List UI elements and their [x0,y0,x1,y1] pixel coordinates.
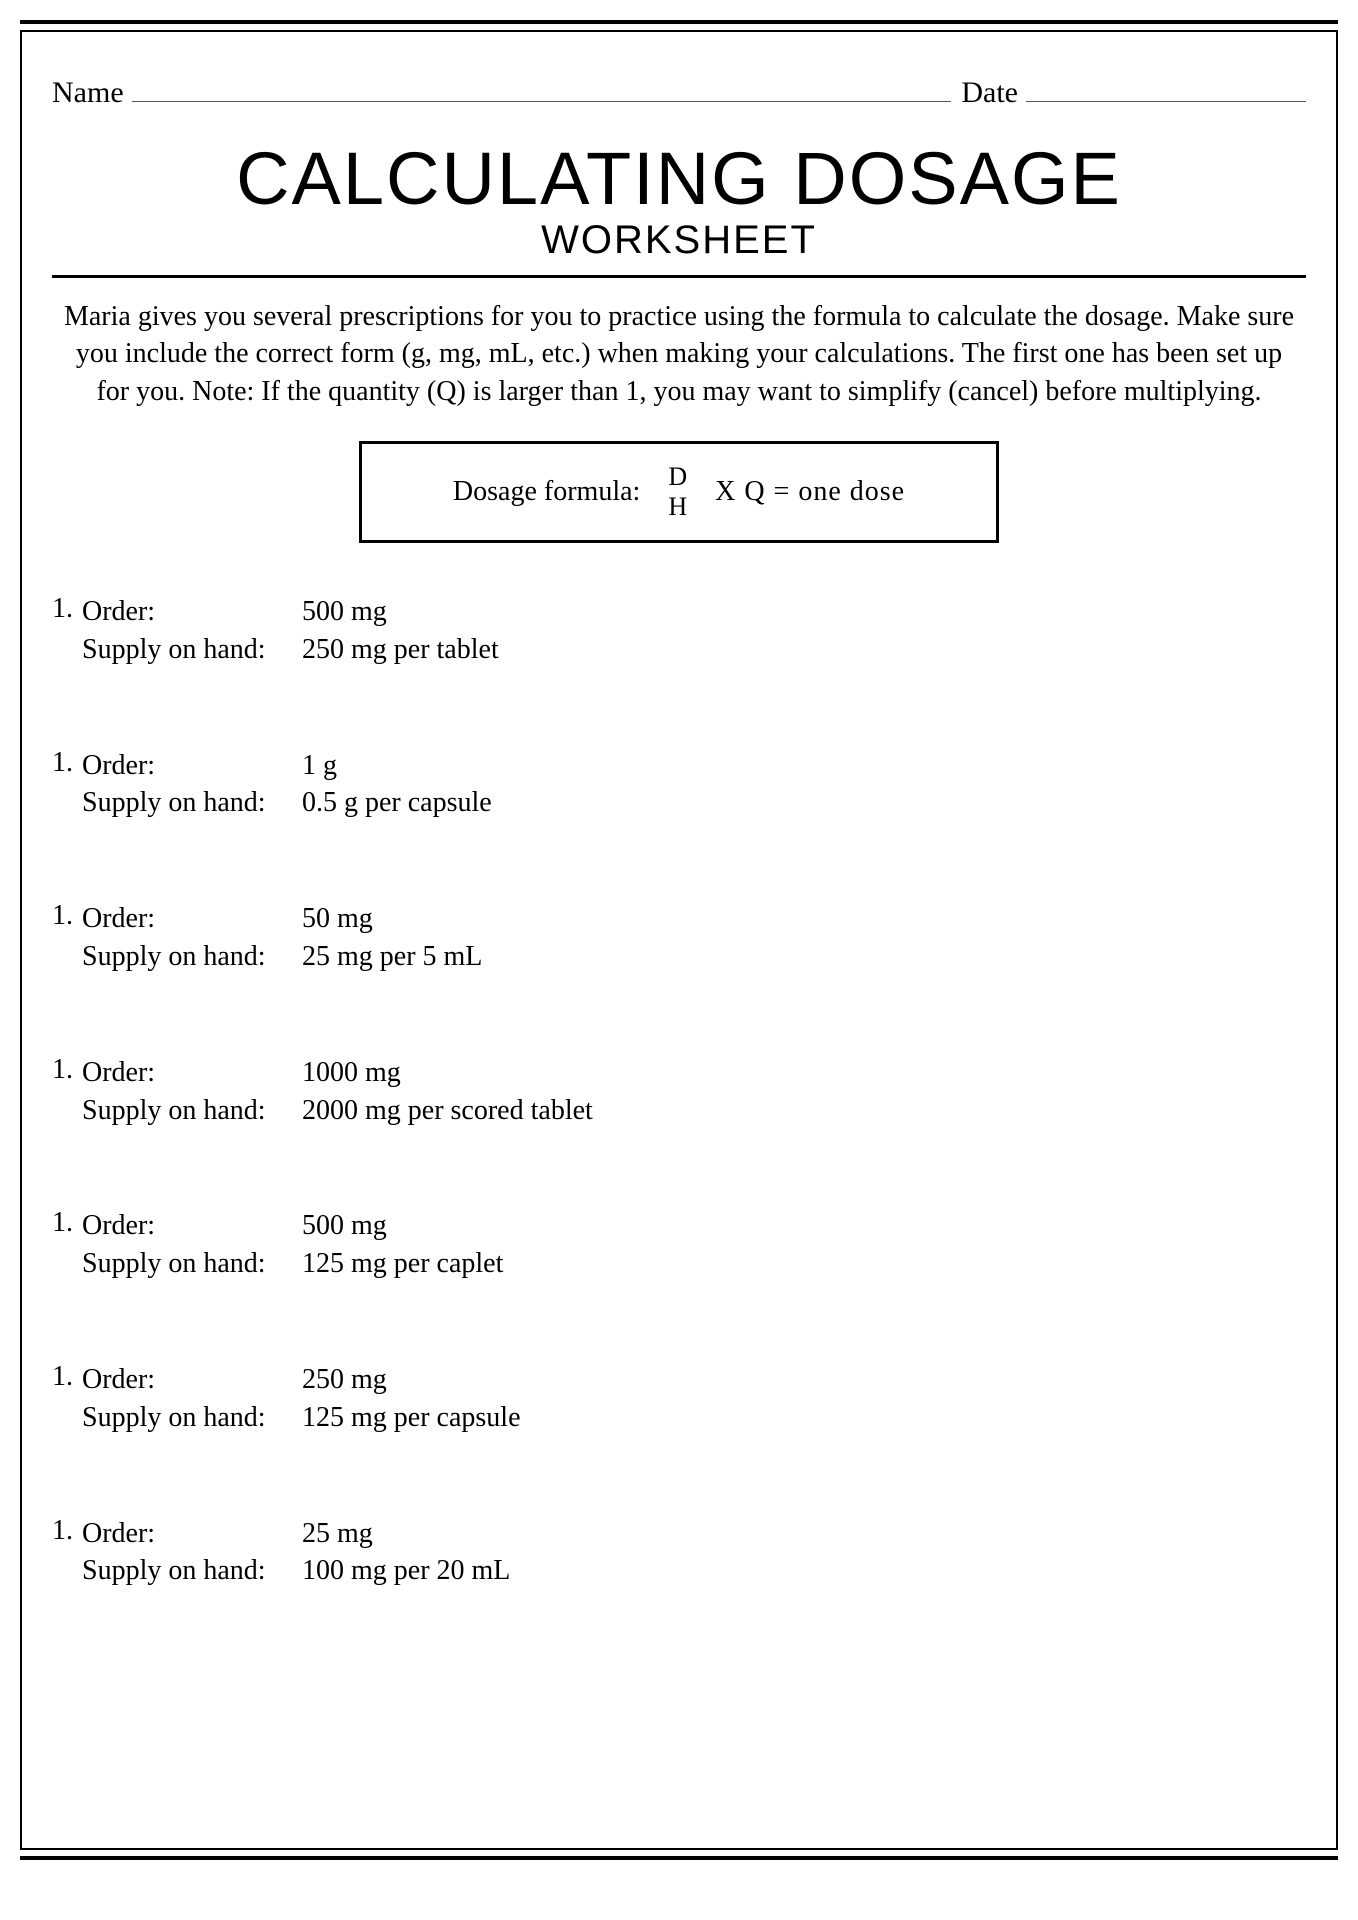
worksheet-page: Name Date CALCULATING DOSAGE WORKSHEET M… [20,30,1338,1850]
problem-item: 1. Order: Supply on hand: 500 mg 250 mg … [52,593,1306,669]
outer-rule: Name Date CALCULATING DOSAGE WORKSHEET M… [20,20,1338,1860]
supply-value: 0.5 g per capsule [302,784,492,822]
problem-number: 1. [52,1515,82,1591]
problem-item: 1. Order: Supply on hand: 500 mg 125 mg … [52,1207,1306,1283]
order-label: Order: [82,1361,302,1399]
supply-label: Supply on hand: [82,1245,302,1283]
formula-box: Dosage formula: D H X Q = one dose [359,441,999,543]
problem-item: 1. Order: Supply on hand: 1 g 0.5 g per … [52,747,1306,823]
formula-rest: X Q = one dose [715,476,905,508]
order-value: 500 mg [302,1207,503,1245]
order-value: 50 mg [302,900,482,938]
problem-number: 1. [52,1361,82,1437]
order-value: 1000 mg [302,1054,593,1092]
supply-label: Supply on hand: [82,1552,302,1590]
date-blank-line[interactable] [1026,72,1306,102]
supply-label: Supply on hand: [82,631,302,669]
supply-value: 125 mg per caplet [302,1245,503,1283]
order-label: Order: [82,747,302,785]
title-underline [52,275,1306,278]
supply-value: 2000 mg per scored tablet [302,1092,593,1130]
instructions-text: Maria gives you several prescriptions fo… [62,298,1296,411]
worksheet-subtitle: WORKSHEET [52,218,1306,263]
order-value: 500 mg [302,593,499,631]
order-label: Order: [82,1054,302,1092]
order-label: Order: [82,593,302,631]
supply-label: Supply on hand: [82,1399,302,1437]
problem-number: 1. [52,900,82,976]
supply-value: 250 mg per tablet [302,631,499,669]
problem-item: 1. Order: Supply on hand: 25 mg 100 mg p… [52,1515,1306,1591]
worksheet-title: CALCULATING DOSAGE [52,140,1306,218]
problem-item: 1. Order: Supply on hand: 1000 mg 2000 m… [52,1054,1306,1130]
problem-number: 1. [52,1054,82,1130]
formula-label: Dosage formula: [453,476,640,508]
order-value: 250 mg [302,1361,521,1399]
supply-label: Supply on hand: [82,1092,302,1130]
supply-value: 100 mg per 20 mL [302,1552,510,1590]
header-row: Name Date [52,72,1306,110]
supply-label: Supply on hand: [82,938,302,976]
problem-item: 1. Order: Supply on hand: 250 mg 125 mg … [52,1361,1306,1437]
order-value: 25 mg [302,1515,510,1553]
supply-value: 125 mg per capsule [302,1399,521,1437]
name-label: Name [52,76,124,110]
order-value: 1 g [302,747,492,785]
date-label: Date [961,76,1018,110]
order-label: Order: [82,1207,302,1245]
problem-number: 1. [52,1207,82,1283]
supply-label: Supply on hand: [82,784,302,822]
name-blank-line[interactable] [132,72,952,102]
formula-fraction: D H [664,464,691,520]
problem-number: 1. [52,747,82,823]
title-block: CALCULATING DOSAGE WORKSHEET [52,140,1306,278]
problem-item: 1. Order: Supply on hand: 50 mg 25 mg pe… [52,900,1306,976]
formula-numerator: D [664,464,691,492]
order-label: Order: [82,1515,302,1553]
formula-denominator: H [664,492,691,520]
problems-list: 1. Order: Supply on hand: 500 mg 250 mg … [52,593,1306,1590]
supply-value: 25 mg per 5 mL [302,938,482,976]
order-label: Order: [82,900,302,938]
problem-number: 1. [52,593,82,669]
